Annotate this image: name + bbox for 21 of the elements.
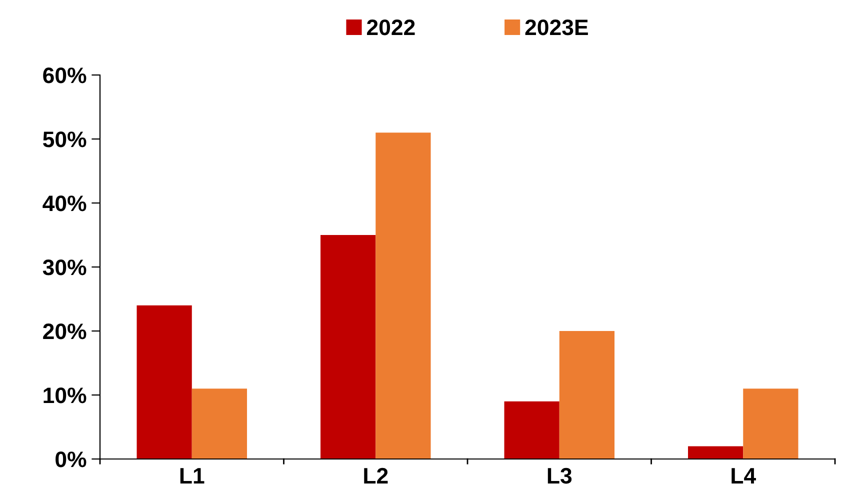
y-tick-label: 50% [43, 132, 86, 148]
legend-label: 2022 [366, 20, 415, 36]
y-tick-label: 60% [43, 68, 86, 84]
x-tick-label: L1 [180, 468, 204, 484]
y-tick-label: 10% [44, 388, 86, 404]
y-tick-label: 40% [42, 196, 86, 212]
bar [376, 132, 431, 459]
bar [136, 305, 192, 459]
bar [192, 388, 247, 459]
x-tick-label: L2 [364, 468, 388, 484]
bar [504, 401, 560, 459]
legend-label: 2023E [525, 20, 588, 36]
x-tick-label: L4 [732, 468, 756, 484]
bar [688, 446, 744, 459]
bar [559, 331, 614, 459]
y-tick-label: 20% [43, 324, 86, 340]
bar [320, 235, 376, 459]
bar [743, 388, 798, 459]
y-tick-label: 0% [56, 452, 86, 468]
y-tick-label: 30% [42, 260, 86, 276]
x-tick-label: L3 [548, 468, 572, 484]
